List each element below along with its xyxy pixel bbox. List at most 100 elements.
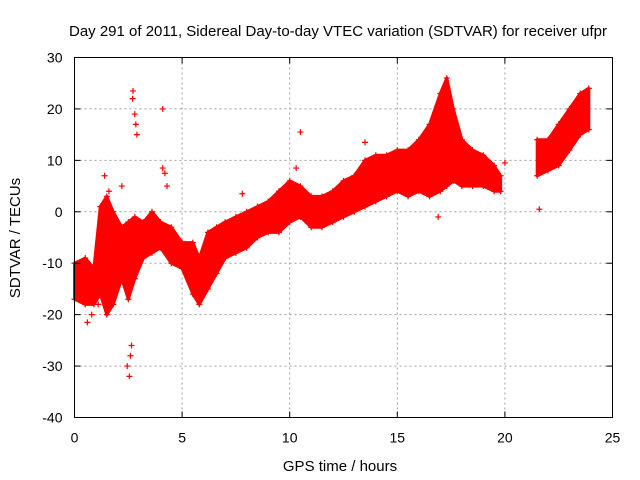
data-point <box>82 301 89 308</box>
data-point <box>340 177 347 184</box>
data-point <box>131 213 138 220</box>
data-point <box>555 121 562 128</box>
data-point <box>534 172 541 179</box>
data-point <box>405 193 412 200</box>
data-point <box>497 188 504 195</box>
data-point <box>118 275 125 282</box>
data-point <box>286 219 293 226</box>
data-point <box>362 203 369 210</box>
y-tick-label: 0 <box>55 204 63 220</box>
data-point <box>577 131 584 138</box>
plot-frame <box>74 57 613 418</box>
data-point <box>101 172 108 179</box>
data-point <box>84 319 91 326</box>
y-tick-label: -20 <box>42 307 62 323</box>
data-point <box>443 75 450 82</box>
data-point <box>148 249 155 256</box>
data-point <box>125 296 132 303</box>
data-point <box>415 188 422 195</box>
data-point <box>103 193 110 200</box>
data-point <box>204 285 211 292</box>
data-point <box>196 301 203 308</box>
data-point <box>179 239 186 246</box>
data-point <box>222 219 229 226</box>
data-point <box>443 183 450 190</box>
data-point <box>297 183 304 190</box>
data-point <box>437 90 444 97</box>
data-point <box>297 129 304 136</box>
data-point <box>130 87 137 94</box>
data-point <box>140 255 147 262</box>
data-point <box>555 162 562 169</box>
data-point <box>148 208 155 215</box>
data-point <box>97 291 104 298</box>
data-point <box>140 219 147 226</box>
data-point <box>126 373 133 380</box>
data-point <box>308 193 315 200</box>
y-tick-label: -40 <box>42 410 62 426</box>
data-point <box>164 183 171 190</box>
data-point <box>426 193 433 200</box>
data-point <box>318 193 325 200</box>
x-tick-label: 0 <box>71 430 79 446</box>
data-point <box>232 249 239 256</box>
data-point <box>129 95 136 102</box>
data-point <box>577 90 584 97</box>
y-axis-label: SDTVAR / TECUs <box>7 178 24 298</box>
data-point <box>179 265 186 272</box>
data-point <box>308 224 315 231</box>
data-point <box>372 198 379 205</box>
data-point <box>127 352 134 359</box>
data-point <box>168 224 175 231</box>
data-point <box>566 147 573 154</box>
data-point <box>340 213 347 220</box>
data-point <box>110 208 117 215</box>
data-point <box>128 342 135 349</box>
data-point <box>265 198 272 205</box>
x-tick-label: 20 <box>497 430 513 446</box>
data-point <box>189 239 196 246</box>
x-axis-label: GPS time / hours <box>283 458 397 475</box>
data-point <box>469 147 476 154</box>
data-point <box>88 311 95 318</box>
data-point <box>82 255 89 262</box>
data-point <box>536 206 543 213</box>
data-point <box>534 136 541 143</box>
data-point <box>159 165 166 172</box>
data-point <box>90 301 97 308</box>
data-point <box>168 260 175 267</box>
data-point <box>435 213 442 220</box>
x-tick-label: 5 <box>178 430 186 446</box>
data-point <box>254 203 261 210</box>
data-point <box>450 105 457 112</box>
data-point <box>491 162 498 169</box>
y-tick-label: -10 <box>42 255 62 271</box>
data-point <box>501 159 508 166</box>
data-point <box>213 270 220 277</box>
data-layer <box>71 75 592 380</box>
data-point <box>161 170 168 177</box>
data-point <box>105 188 112 195</box>
x-tick-label: 15 <box>390 430 406 446</box>
data-point <box>189 291 196 298</box>
data-point <box>110 301 117 308</box>
data-point <box>351 172 358 179</box>
data-point <box>458 183 465 190</box>
data-point <box>103 311 110 318</box>
data-point <box>222 255 229 262</box>
y-tick-label: -30 <box>42 358 62 374</box>
data-point <box>232 213 239 220</box>
data-point <box>157 219 164 226</box>
data-point <box>124 363 131 370</box>
data-point <box>131 275 138 282</box>
data-point <box>275 229 282 236</box>
data-point <box>90 265 97 272</box>
y-tick-label: 10 <box>47 152 63 168</box>
data-point <box>118 183 125 190</box>
data-point <box>426 121 433 128</box>
data-point <box>566 105 573 112</box>
data-point <box>243 244 250 251</box>
data-point <box>480 183 487 190</box>
data-point <box>125 219 132 226</box>
data-point <box>131 111 138 118</box>
